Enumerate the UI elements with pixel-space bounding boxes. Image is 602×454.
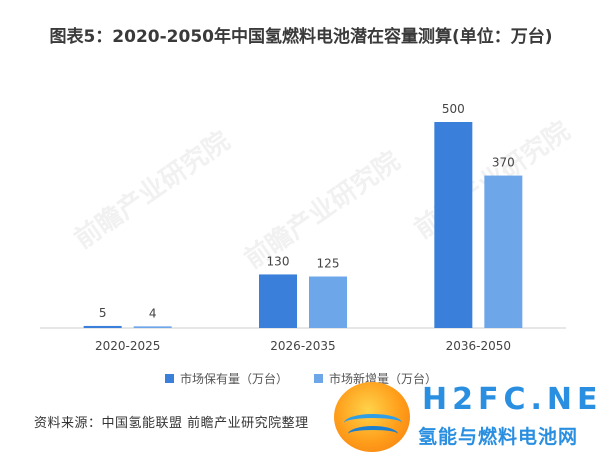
legend-label-new: 市场新增量（万台） — [329, 372, 438, 386]
site-logo[interactable]: H2FC.NET 氢能与燃料电池网 — [330, 380, 602, 454]
data-label: 125 — [317, 257, 340, 271]
site-subtitle: 氢能与燃料电池网 — [418, 426, 579, 448]
bar — [309, 276, 347, 328]
bar — [133, 326, 172, 328]
x-tick-label: 2026-2035 — [270, 339, 335, 353]
data-label: 4 — [149, 306, 157, 320]
source-note: 资料来源：中国氢能联盟 前瞻产业研究院整理 — [34, 416, 309, 431]
legend-swatch-stock — [164, 374, 174, 383]
wave-icon — [348, 426, 398, 442]
legend-item-new: 市场新增量（万台） — [314, 370, 437, 387]
bar — [434, 122, 473, 328]
bar-chart: 5 4 2020-2025 130 125 2026-2035 500 370 2036-205… — [40, 102, 566, 353]
wave-icon — [344, 414, 402, 432]
data-label: 5 — [99, 306, 107, 320]
data-label: 130 — [267, 254, 290, 268]
chart-title: 图表5：2020-2050年中国氢燃料电池潜在容量测算(单位：万台) — [49, 27, 553, 47]
x-tick-label: 2036-2050 — [446, 339, 511, 353]
x-tick-label: 2020-2025 — [95, 339, 160, 353]
data-label: 370 — [492, 156, 515, 170]
data-label: 500 — [442, 102, 465, 116]
site-name: H2FC.NET — [422, 382, 602, 417]
bar — [83, 325, 122, 328]
legend-swatch-new — [314, 374, 323, 383]
bar — [484, 175, 523, 328]
legend-item-stock: 市场保有量（万台） — [164, 370, 288, 387]
legend: 市场保有量（万台） 市场新增量（万台） — [0, 370, 602, 387]
legend-label-stock: 市场保有量（万台） — [179, 372, 288, 386]
bar — [259, 274, 297, 328]
